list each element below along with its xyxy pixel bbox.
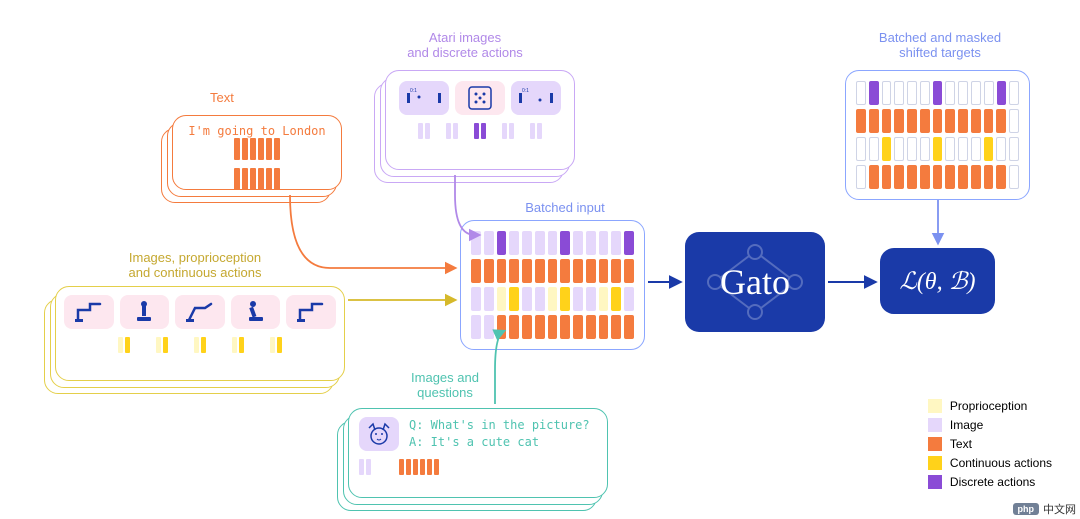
cat-icon [365,422,393,446]
svg-text:0:1: 0:1 [410,88,417,94]
vqa-a: A: It's a cute cat [409,434,590,451]
legend-continuous: Continuous actions [928,456,1052,470]
legend-proprioception: Proprioception [928,399,1052,413]
php-badge: php [1013,503,1040,515]
robot-tile-5 [286,295,336,329]
title-atari: Atari images and discrete actions [385,30,545,60]
svg-text:0:1: 0:1 [522,88,529,94]
title-batched: Batched input [505,200,625,215]
atari-tile-action [455,81,505,115]
vqa-bars-wrap [359,459,597,475]
robot-bars [64,337,336,353]
robot-tiles [64,295,336,329]
targets-block [845,70,1030,200]
legend-image: Image [928,418,1052,432]
gato-block: Gato [685,232,825,332]
title-robot: Images, proprioception and continuous ac… [95,250,295,280]
vqa-icon-tile [359,417,399,451]
vqa-q: Q: What's in the picture? [409,417,590,434]
title-targets: Batched and masked shifted targets [855,30,1025,60]
watermark: php 中文网 [1013,501,1077,517]
atari-tiles: 0:1 0:1 [394,81,566,115]
card-vqa: Q: What's in the picture? A: It's a cute… [348,408,608,498]
robot-tile-4 [231,295,281,329]
card-text: I'm going to London [172,115,342,190]
card-atari: 0:1 0:1 [385,70,575,170]
gato-label: Gato [720,261,790,303]
legend-discrete: Discrete actions [928,475,1052,489]
vqa-bars-right [399,459,439,475]
loss-block: ℒ(θ, ℬ) [880,248,995,314]
robot-tile-2 [120,295,170,329]
legend-text: Text [928,437,1052,451]
text-content: I'm going to London [179,124,335,138]
loss-label: ℒ(θ, ℬ) [900,267,976,296]
robot-tile-3 [175,295,225,329]
atari-tile-1: 0:1 [399,81,449,115]
title-text: Text [210,90,234,105]
title-vqa: Images and questions [395,370,495,400]
vqa-bars-left [359,459,371,475]
atari-tile-2: 0:1 [511,81,561,115]
batched-input [460,220,645,350]
vqa-row: Q: What's in the picture? A: It's a cute… [359,417,597,451]
robot-tile-1 [64,295,114,329]
atari-bars [394,123,566,139]
legend: Proprioception Image Text Continuous act… [928,399,1052,489]
card-robot [55,286,345,381]
